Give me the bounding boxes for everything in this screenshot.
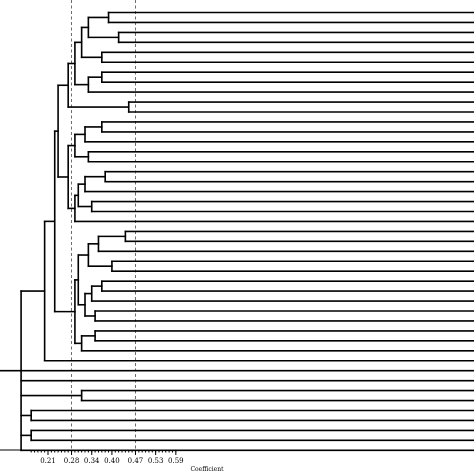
x-tick-label: 0.47 [128,457,144,465]
x-tick-label: 0.40 [104,457,120,465]
x-axis-ticks: 0.21 0.28 0.34 0.40 0.47 0.53 0.59 [30,450,184,465]
dendrogram-tree [0,11,474,452]
x-tick-label: 0.21 [40,457,56,465]
x-axis: 0.21 0.28 0.34 0.40 0.47 0.53 0.59 Coefficient [0,449,474,473]
x-tick-label: 0.28 [64,457,80,465]
x-tick-label: 0.59 [168,457,184,465]
x-axis-title: Coefficient [190,466,224,473]
x-tick-label: 0.53 [148,457,164,465]
cutoff-lines [71,0,136,450]
x-tick-label: 0.34 [84,457,100,465]
